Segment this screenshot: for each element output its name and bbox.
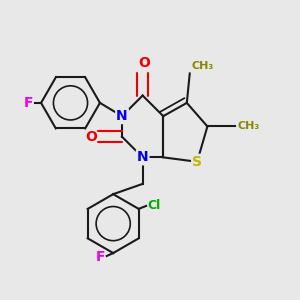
Text: N: N bbox=[116, 109, 128, 123]
Text: N: N bbox=[137, 150, 148, 164]
Text: S: S bbox=[192, 155, 202, 169]
Text: O: O bbox=[138, 56, 150, 70]
Text: CH₃: CH₃ bbox=[191, 61, 214, 71]
Text: Cl: Cl bbox=[148, 199, 161, 212]
Text: F: F bbox=[23, 96, 33, 110]
Text: CH₃: CH₃ bbox=[238, 122, 260, 131]
Text: O: O bbox=[85, 130, 97, 144]
Text: F: F bbox=[95, 250, 105, 264]
